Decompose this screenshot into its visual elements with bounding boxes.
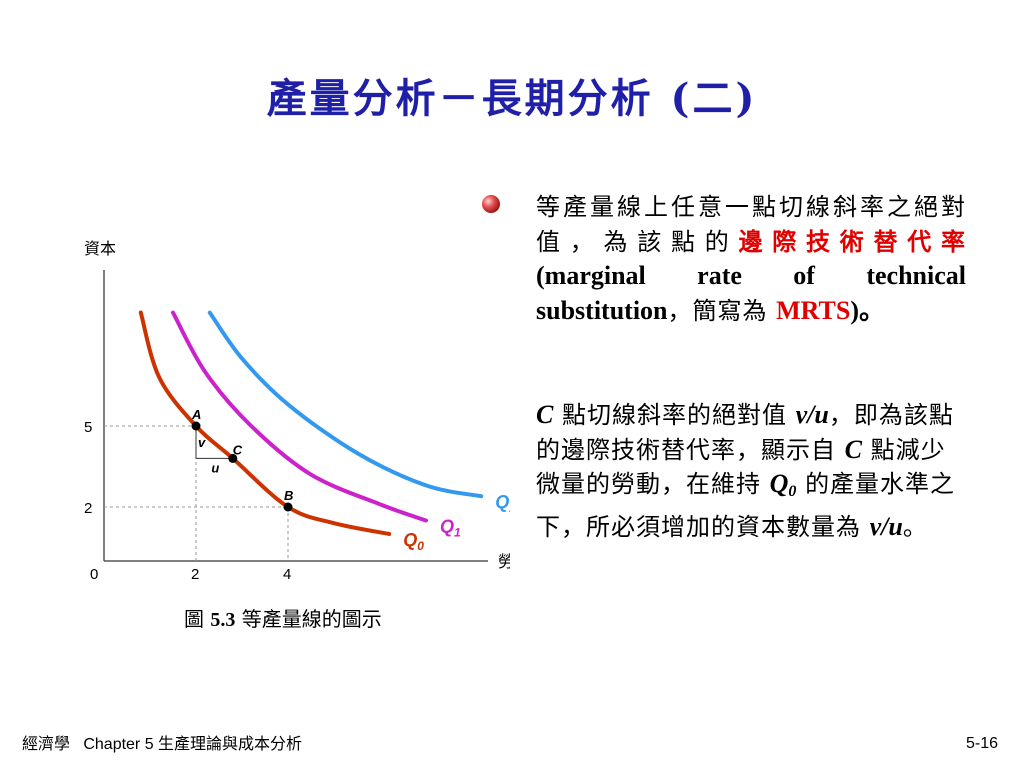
- bullet-end: )。: [850, 295, 886, 325]
- series-label-q0: Q0: [403, 530, 424, 553]
- point-a: [191, 421, 201, 431]
- isoquant-chart: 資本勞動 0 2 4 2 5 Q0 Q1 Q2 vu A C B: [84, 240, 510, 583]
- triangle-u-label: u: [211, 460, 219, 475]
- x-tick-label: 0: [90, 566, 98, 583]
- slide-title: 產量分析－長期分析 (二): [266, 75, 758, 122]
- p2-text-4: 的產量水準之下，所必須增加的資本數量為: [536, 470, 956, 541]
- mrts-english: (marginal rate of technical substitution: [536, 261, 966, 325]
- ratio-vu: v/u: [795, 400, 829, 429]
- bullet-text-2: ，簡寫為: [667, 296, 768, 325]
- x-tick-label: 4: [283, 566, 291, 583]
- point-label-b: B: [284, 488, 293, 503]
- explanation-paragraph: C 點切線斜率的絕對值 v/u，即為該點的邊際技術替代率，顯示自 C 點減少微量…: [536, 398, 966, 544]
- mrts-abbr: MRTS: [776, 295, 851, 325]
- x-axis-label: 勞動: [498, 553, 510, 571]
- caption-prefix: 圖: [184, 607, 204, 631]
- caption-text: 等產量線的圖示: [241, 607, 382, 631]
- point-c: [228, 453, 238, 463]
- chart-points: [191, 421, 293, 512]
- y-tick-label: 5: [84, 419, 92, 436]
- bullet-paragraph: 等產量線上任意一點切線斜率之絕對值，為該點的邊際技術替代率 (marginal …: [536, 190, 966, 328]
- isoquant-q1: [171, 310, 428, 523]
- figure-caption: 圖 5.3 等產量線的圖示: [184, 603, 382, 632]
- point-c-label-2: C: [844, 434, 862, 464]
- ratio-vu-2: v/u: [869, 511, 903, 541]
- p2-text-1: 點切線斜率的絕對值: [561, 401, 787, 429]
- mrts-term: 邊際技術替代率: [738, 226, 966, 256]
- triangle-v-label: v: [198, 435, 206, 450]
- y-tick-label: 2: [84, 500, 92, 517]
- chart-guide-lines: [104, 425, 289, 561]
- series-label-q2: Q2: [495, 492, 510, 515]
- chart-labels: 資本勞動 0 2 4 2 5 Q0 Q1 Q2 vu A C B: [84, 240, 510, 583]
- bullet-text-1: 等產量線上任意一點切線斜率之絕對值，為該點的: [536, 193, 966, 256]
- chart-axes: [103, 270, 488, 562]
- y-axis-label: 資本: [84, 240, 116, 258]
- page-number: 5-16: [965, 735, 998, 752]
- point-label-c: C: [233, 442, 243, 457]
- caption-number: 5.3: [210, 609, 236, 631]
- series-label-q1: Q1: [440, 517, 461, 540]
- bullet-icon: [482, 195, 500, 213]
- x-tick-label: 2: [191, 566, 199, 583]
- q0-label: Q0: [769, 469, 797, 500]
- point-b: [283, 502, 293, 512]
- isoquant-q0: [138, 310, 392, 536]
- chart-curves: [138, 310, 484, 536]
- point-label-a: A: [191, 407, 201, 422]
- isoquant-q2: [207, 310, 484, 499]
- point-c-label: C: [536, 400, 554, 429]
- p2-text-2: ，即為該點的邊際技術替代率，顯示自: [536, 401, 954, 464]
- footer-course: 經濟學 Chapter 5 生產理論與成本分析: [22, 736, 303, 753]
- p2-text-5: 。: [902, 512, 928, 541]
- p2-text-3: 點減少微量的勞動，在維持: [536, 435, 946, 499]
